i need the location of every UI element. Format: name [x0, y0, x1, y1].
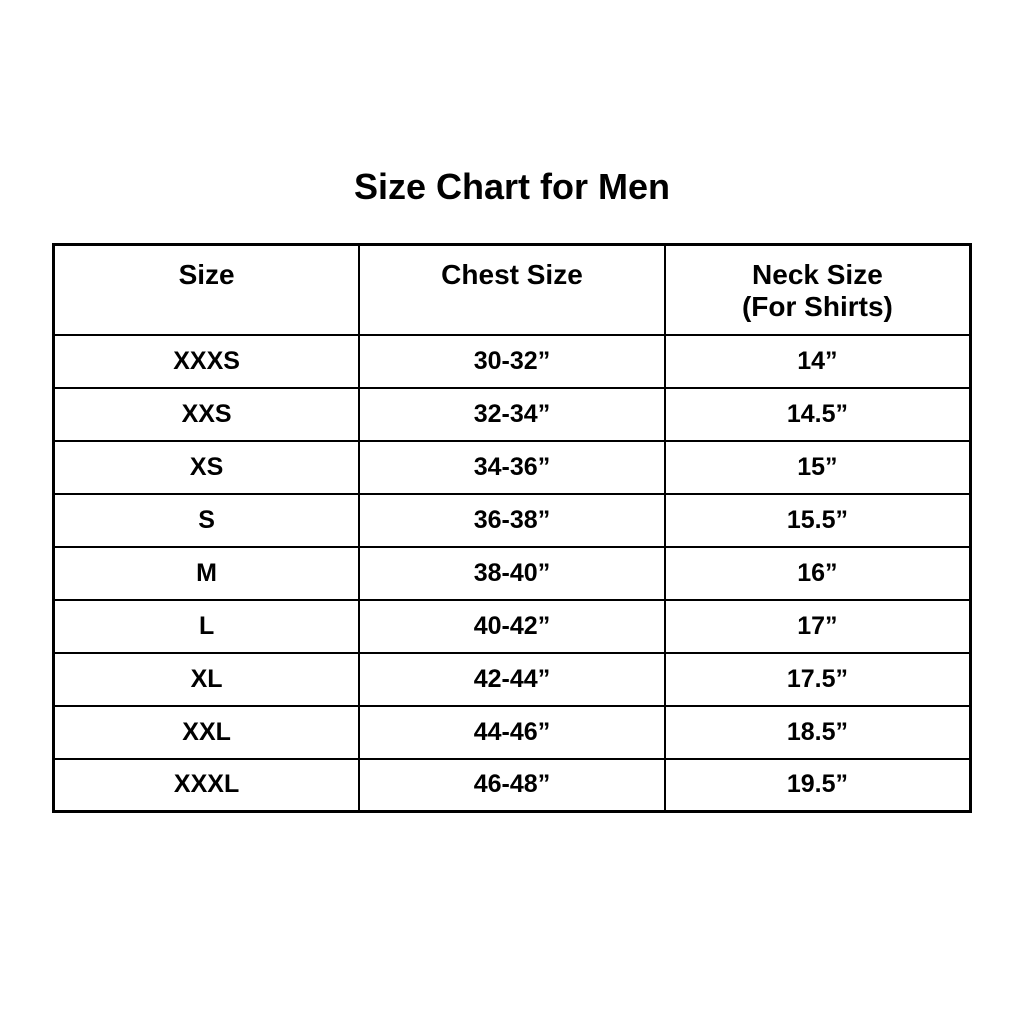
table-row: M 38-40” 16”	[52, 545, 972, 601]
chest-cell: 40-42”	[358, 598, 666, 654]
neck-cell: 18.5”	[663, 704, 972, 760]
table-row: XXS 32-34” 14.5”	[52, 386, 972, 442]
size-cell: XXS	[52, 386, 361, 442]
chest-cell: 30-32”	[358, 333, 666, 389]
table-row: L 40-42” 17”	[52, 598, 972, 654]
column-header-neck-label-line1: Neck Size	[752, 259, 883, 290]
size-cell: M	[52, 545, 361, 601]
chest-cell: 32-34”	[358, 386, 666, 442]
table-row: XXXL 46-48” 19.5”	[52, 757, 972, 813]
table-row: XXL 44-46” 18.5”	[52, 704, 972, 760]
table-row: XL 42-44” 17.5”	[52, 651, 972, 707]
column-header-chest: Chest Size	[358, 243, 666, 336]
neck-cell: 14”	[663, 333, 972, 389]
chest-cell: 46-48”	[358, 757, 666, 813]
table-row: S 36-38” 15.5”	[52, 492, 972, 548]
column-header-neck: Neck Size (For Shirts)	[663, 243, 972, 336]
chest-cell: 38-40”	[358, 545, 666, 601]
size-cell: XL	[52, 651, 361, 707]
neck-cell: 19.5”	[663, 757, 972, 813]
chest-cell: 44-46”	[358, 704, 666, 760]
neck-cell: 17”	[663, 598, 972, 654]
column-header-size: Size	[52, 243, 361, 336]
table-row: XS 34-36” 15”	[52, 439, 972, 495]
chest-cell: 36-38”	[358, 492, 666, 548]
table-row: XXXS 30-32” 14”	[52, 333, 972, 389]
chest-cell: 34-36”	[358, 439, 666, 495]
column-header-chest-label: Chest Size	[441, 259, 583, 290]
chest-cell: 42-44”	[358, 651, 666, 707]
size-cell: XXXL	[52, 757, 361, 813]
neck-cell: 16”	[663, 545, 972, 601]
size-cell: XXXS	[52, 333, 361, 389]
column-header-size-label: Size	[178, 259, 235, 290]
neck-cell: 15”	[663, 439, 972, 495]
header-row: Size Chest Size Neck Size (For Shirts)	[52, 243, 972, 336]
neck-cell: 15.5”	[663, 492, 972, 548]
size-cell: XXL	[52, 704, 361, 760]
page-title: Size Chart for Men	[353, 166, 671, 207]
size-cell: L	[52, 598, 361, 654]
column-header-neck-label-line2: (For Shirts)	[741, 291, 893, 323]
neck-cell: 17.5”	[663, 651, 972, 707]
neck-cell: 14.5”	[663, 386, 972, 442]
size-cell: XS	[52, 439, 361, 495]
size-chart-table: Size Chest Size Neck Size (For Shirts) X…	[52, 243, 972, 813]
size-cell: S	[52, 492, 361, 548]
